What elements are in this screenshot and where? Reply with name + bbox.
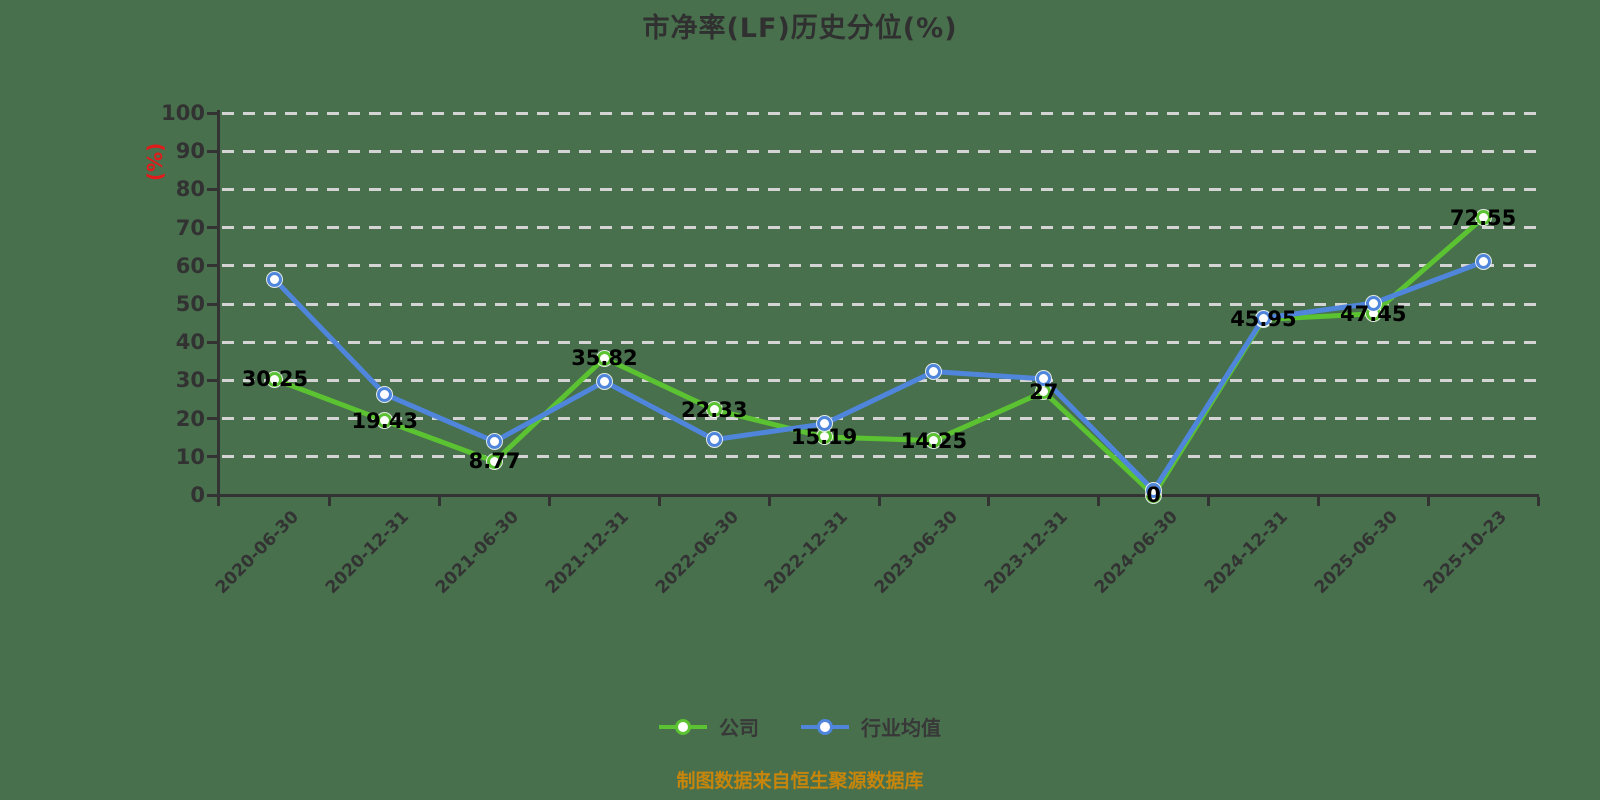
x-tick — [1426, 497, 1430, 506]
y-tick-label: 40 — [175, 330, 205, 355]
x-tick — [548, 497, 551, 506]
industry-average-data-point[interactable] — [1255, 310, 1271, 326]
data-value-label: 19.43 — [351, 408, 418, 433]
x-tick — [217, 497, 220, 506]
data-source-caption: 制图数据来自恒生聚源数据库 — [676, 770, 924, 792]
industry-average-data-point[interactable] — [596, 374, 612, 390]
y-tick — [207, 493, 217, 497]
data-value-label: 0 — [1146, 483, 1161, 507]
x-tick — [1097, 497, 1101, 506]
industry-average-data-point[interactable] — [377, 386, 393, 402]
data-value-label: 8.77 — [468, 449, 521, 474]
industry-average-data-point[interactable] — [267, 272, 283, 288]
company-data-point[interactable] — [1475, 210, 1491, 226]
industry-average-data-point[interactable] — [1146, 482, 1162, 498]
y-tick — [207, 455, 217, 459]
industry-average-data-point[interactable] — [926, 364, 942, 380]
y-tick — [207, 302, 217, 306]
gridline — [222, 149, 1536, 153]
x-tick — [438, 497, 442, 506]
x-tick — [987, 497, 991, 506]
gridline — [222, 417, 1536, 421]
x-tick — [1536, 497, 1540, 506]
y-tick-label: 0 — [190, 483, 205, 507]
industry-average-data-point[interactable] — [816, 416, 832, 432]
legend-label: 公司 — [719, 716, 759, 740]
gridline — [222, 187, 1536, 191]
gridline — [222, 302, 1536, 306]
company-data-point[interactable] — [706, 402, 722, 418]
industry-average-data-point[interactable] — [1365, 295, 1381, 311]
y-tick — [207, 340, 217, 344]
y-tick-label: 80 — [175, 177, 205, 202]
y-tick — [207, 111, 217, 115]
company-data-point[interactable] — [487, 453, 503, 469]
legend-marker-icon — [801, 718, 849, 735]
x-tick — [767, 497, 771, 506]
company-data-point[interactable] — [926, 433, 942, 449]
y-tick — [207, 187, 217, 191]
data-value-label: 72.55 — [1449, 205, 1517, 230]
data-value-label: 30.25 — [241, 367, 309, 392]
y-tick — [207, 417, 217, 421]
chart-title: 市净率(LF)历史分位(%) — [642, 13, 958, 44]
data-value-label: 35.82 — [571, 346, 638, 371]
x-tick — [1316, 497, 1320, 506]
x-axis-line — [217, 494, 1539, 497]
gridline — [222, 455, 1536, 459]
y-tick — [207, 226, 217, 230]
company-data-point[interactable] — [377, 413, 393, 429]
data-value-label: 47.45 — [1340, 301, 1407, 326]
gridline — [222, 111, 1536, 115]
company-series-line — [272, 215, 1486, 498]
y-tick — [207, 264, 217, 268]
y-tick-label: 20 — [175, 406, 205, 431]
y-tick-label: 30 — [175, 368, 205, 393]
y-tick-label: 50 — [175, 292, 205, 316]
y-tick-label: 10 — [175, 444, 205, 469]
y-tick-label: 100 — [161, 101, 205, 125]
legend-marker-icon — [659, 718, 707, 735]
gridline — [222, 264, 1536, 268]
data-value-label: 22.33 — [681, 397, 748, 422]
gridline — [222, 226, 1536, 230]
gridline — [222, 340, 1536, 344]
industry-average-data-point[interactable] — [1036, 371, 1052, 387]
data-value-label: 14.25 — [900, 428, 968, 453]
chart-legend: 公司 行业均值 — [0, 712, 1600, 741]
company-data-point[interactable] — [596, 350, 612, 366]
y-tick — [207, 149, 217, 153]
y-tick-label: 60 — [175, 253, 205, 278]
data-value-label: 45.95 — [1230, 307, 1297, 332]
legend-item-行业均值[interactable]: 行业均值 — [801, 712, 941, 741]
y-tick — [207, 378, 217, 382]
x-tick — [877, 497, 881, 506]
x-tick — [657, 497, 661, 506]
data-value-label: 15.19 — [790, 424, 858, 449]
legend-item-公司[interactable]: 公司 — [659, 712, 759, 741]
data-value-label: 27 — [1029, 379, 1059, 404]
y-tick-label: 70 — [175, 215, 205, 240]
x-tick — [1207, 497, 1210, 506]
industry-average-data-point[interactable] — [487, 434, 503, 450]
industry-average-data-point[interactable] — [1475, 254, 1491, 270]
company-data-point[interactable] — [267, 371, 283, 387]
industry-average-data-point[interactable] — [706, 432, 722, 448]
x-tick — [328, 497, 332, 506]
legend-label: 行业均值 — [861, 716, 941, 740]
gridline — [222, 378, 1536, 382]
industry-average-series-line — [272, 259, 1486, 493]
y-tick-label: 90 — [175, 139, 205, 164]
y-axis-line — [217, 110, 220, 499]
